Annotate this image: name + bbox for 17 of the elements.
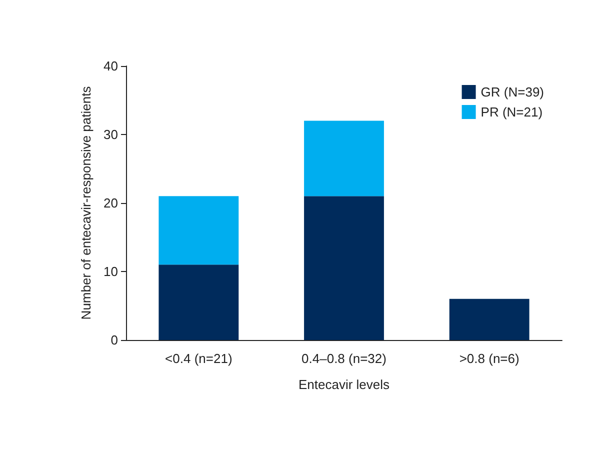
legend-label: GR (N=39): [480, 84, 544, 100]
bar: [449, 298, 530, 340]
x-tick-label: >0.8 (n=6): [459, 351, 520, 366]
y-tick-label: 10: [104, 264, 118, 279]
bar: [158, 196, 239, 265]
y-tick-label: 20: [104, 196, 118, 210]
y-tick-label: 40: [104, 58, 118, 74]
bar: [158, 264, 239, 340]
bar: [304, 196, 384, 340]
bar: [304, 120, 384, 196]
legend-label: PR (N=21): [480, 104, 543, 120]
x-tick-label: 0.4–0.8 (n=32): [302, 351, 386, 366]
y-axis-title: Number of entecavir-responsive patients: [78, 86, 94, 320]
x-tick-label: <0.4 (n=21): [165, 351, 232, 366]
x-axis-title: Entecavir levels: [298, 377, 390, 392]
y-tick-label: 30: [104, 127, 118, 142]
y-tick-label: 0: [110, 332, 118, 348]
